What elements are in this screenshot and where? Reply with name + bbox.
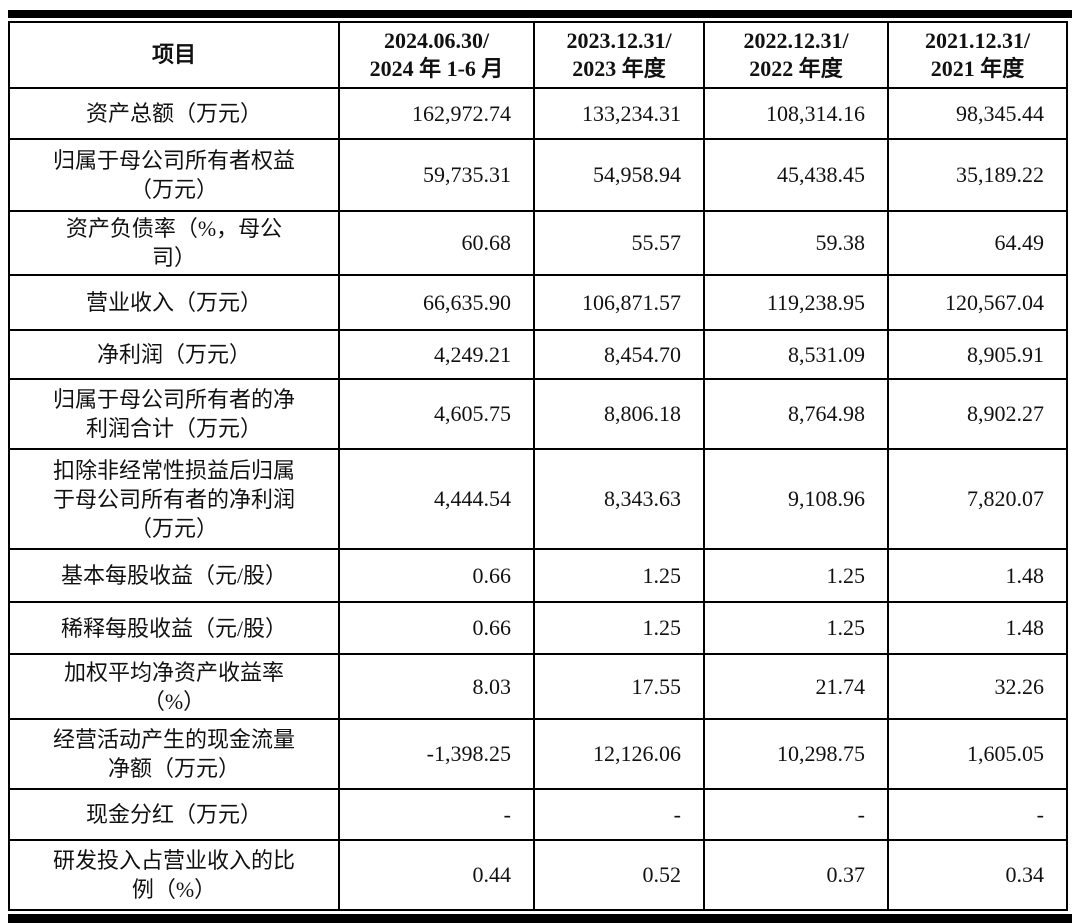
table-header-row: 项目 2024.06.30/ 2024 年 1-6 月 2023.12.31/ … — [8, 20, 1068, 90]
table-row-debt-ratio: 资产负债率（%，母公 司） 60.68 55.57 59.38 64.49 — [8, 210, 1068, 277]
cell-value: 4,249.21 — [338, 329, 535, 381]
cell-value: 8,905.91 — [887, 329, 1068, 381]
row-label: 研发投入占营业收入的比 例（%） — [8, 839, 340, 912]
cell-value: 59,735.31 — [338, 138, 535, 213]
financial-summary-table-frame: 项目 2024.06.30/ 2024 年 1-6 月 2023.12.31/ … — [8, 10, 1072, 923]
cell-value: 12,126.06 — [533, 718, 705, 791]
cell-value: 1.25 — [533, 548, 705, 604]
cell-value: 45,438.45 — [703, 138, 889, 213]
table-row-cash-dividend: 现金分红（万元） - - - - — [8, 788, 1068, 842]
cell-value: 17.55 — [533, 653, 705, 721]
row-label: 归属于母公司所有者权益 （万元） — [8, 138, 340, 213]
cell-value: 8,531.09 — [703, 329, 889, 381]
row-label: 归属于母公司所有者的净 利润合计（万元） — [8, 378, 340, 451]
cell-value: 8,454.70 — [533, 329, 705, 381]
row-label: 加权平均净资产收益率 （%） — [8, 653, 340, 721]
cell-value: 0.52 — [533, 839, 705, 912]
cell-value: 0.66 — [338, 548, 535, 604]
cell-value: 59.38 — [703, 210, 889, 277]
cell-value: 119,238.95 — [703, 274, 889, 332]
cell-value: 0.66 — [338, 601, 535, 656]
cell-value: 1.25 — [533, 601, 705, 656]
table-row-diluted-eps: 稀释每股收益（元/股） 0.66 1.25 1.25 1.48 — [8, 601, 1068, 656]
header-cell-period-2022: 2022.12.31/ 2022 年度 — [703, 20, 889, 90]
cell-value: 55.57 — [533, 210, 705, 277]
table-row-total-assets: 资产总额（万元） 162,972.74 133,234.31 108,314.1… — [8, 87, 1068, 141]
cell-value: - — [703, 788, 889, 842]
table-row-parent-net-profit: 归属于母公司所有者的净 利润合计（万元） 4,605.75 8,806.18 8… — [8, 378, 1068, 451]
header-cell-period-2024: 2024.06.30/ 2024 年 1-6 月 — [338, 20, 535, 90]
row-label: 资产负债率（%，母公 司） — [8, 210, 340, 277]
row-label: 营业收入（万元） — [8, 274, 340, 332]
cell-value: 4,444.54 — [338, 448, 535, 551]
row-label: 经营活动产生的现金流量 净额（万元） — [8, 718, 340, 791]
table-row-revenue: 营业收入（万元） 66,635.90 106,871.57 119,238.95… — [8, 274, 1068, 332]
cell-value: 8,764.98 — [703, 378, 889, 451]
table-row-basic-eps: 基本每股收益（元/股） 0.66 1.25 1.25 1.48 — [8, 548, 1068, 604]
row-label: 资产总额（万元） — [8, 87, 340, 141]
row-label: 扣除非经常性损益后归属 于母公司所有者的净利润 （万元） — [8, 448, 340, 551]
table-row-net-profit: 净利润（万元） 4,249.21 8,454.70 8,531.09 8,905… — [8, 329, 1068, 381]
cell-value: 7,820.07 — [887, 448, 1068, 551]
cell-value: - — [533, 788, 705, 842]
cell-value: - — [887, 788, 1068, 842]
cell-value: 133,234.31 — [533, 87, 705, 141]
cell-value: 21.74 — [703, 653, 889, 721]
cell-value: 1.48 — [887, 601, 1068, 656]
table-row-rd-ratio: 研发投入占营业收入的比 例（%） 0.44 0.52 0.37 0.34 — [8, 839, 1068, 912]
cell-value: 66,635.90 — [338, 274, 535, 332]
cell-value: 0.34 — [887, 839, 1068, 912]
cell-value: 8.03 — [338, 653, 535, 721]
cell-value: 108,314.16 — [703, 87, 889, 141]
cell-value: 106,871.57 — [533, 274, 705, 332]
cell-value: 1,605.05 — [887, 718, 1068, 791]
table-row-deducted-net-profit: 扣除非经常性损益后归属 于母公司所有者的净利润 （万元） 4,444.54 8,… — [8, 448, 1068, 551]
cell-value: - — [338, 788, 535, 842]
cell-value: 8,806.18 — [533, 378, 705, 451]
cell-value: 98,345.44 — [887, 87, 1068, 141]
cell-value: 0.44 — [338, 839, 535, 912]
table-row-parent-equity: 归属于母公司所有者权益 （万元） 59,735.31 54,958.94 45,… — [8, 138, 1068, 213]
row-label: 现金分红（万元） — [8, 788, 340, 842]
cell-value: 9,108.96 — [703, 448, 889, 551]
row-label: 稀释每股收益（元/股） — [8, 601, 340, 656]
header-cell-period-2021: 2021.12.31/ 2021 年度 — [887, 20, 1068, 90]
row-label: 基本每股收益（元/股） — [8, 548, 340, 604]
cell-value: 8,902.27 — [887, 378, 1068, 451]
table-row-operating-cashflow: 经营活动产生的现金流量 净额（万元） -1,398.25 12,126.06 1… — [8, 718, 1068, 791]
cell-value: 32.26 — [887, 653, 1068, 721]
header-cell-period-2023: 2023.12.31/ 2023 年度 — [533, 20, 705, 90]
cell-value: 1.48 — [887, 548, 1068, 604]
cell-value: 1.25 — [703, 601, 889, 656]
cell-value: 10,298.75 — [703, 718, 889, 791]
row-label: 净利润（万元） — [8, 329, 340, 381]
cell-value: 0.37 — [703, 839, 889, 912]
cell-value: 8,343.63 — [533, 448, 705, 551]
table-row-weighted-roe: 加权平均净资产收益率 （%） 8.03 17.55 21.74 32.26 — [8, 653, 1068, 721]
cell-value: 64.49 — [887, 210, 1068, 277]
cell-value: 60.68 — [338, 210, 535, 277]
financial-summary-table: 项目 2024.06.30/ 2024 年 1-6 月 2023.12.31/ … — [8, 20, 1068, 912]
cell-value: 1.25 — [703, 548, 889, 604]
header-cell-item: 项目 — [8, 20, 340, 90]
cell-value: -1,398.25 — [338, 718, 535, 791]
cell-value: 162,972.74 — [338, 87, 535, 141]
cell-value: 120,567.04 — [887, 274, 1068, 332]
cell-value: 35,189.22 — [887, 138, 1068, 213]
cell-value: 4,605.75 — [338, 378, 535, 451]
cell-value: 54,958.94 — [533, 138, 705, 213]
